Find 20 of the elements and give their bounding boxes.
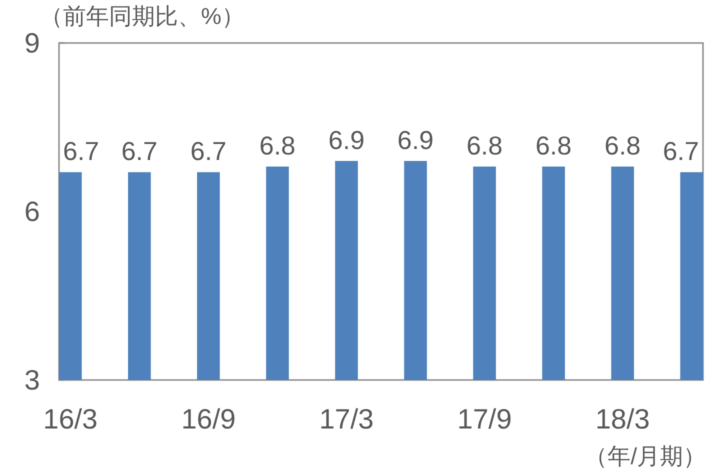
y-tick-label: 3 — [24, 364, 40, 396]
data-label: 6.7 — [63, 136, 100, 166]
data-label: 6.7 — [662, 136, 699, 166]
y-tick-label: 9 — [24, 28, 40, 58]
data-label: 6.7 — [121, 136, 158, 166]
x-axis-title: （年/月期） — [584, 443, 706, 469]
y-axis-title: （前年同期比、%） — [40, 3, 244, 29]
x-tick-label: 16/9 — [181, 404, 236, 434]
data-label: 6.7 — [190, 136, 227, 166]
x-tick-label: 16/3 — [43, 404, 98, 434]
data-label: 6.8 — [466, 130, 503, 161]
x-tick-label: 18/3 — [595, 404, 650, 434]
x-tick-label: 17/3 — [319, 404, 374, 434]
data-label: 6.9 — [328, 124, 365, 155]
x-tick-label: 17/9 — [457, 404, 512, 434]
data-label: 6.8 — [259, 130, 296, 161]
data-label: 6.8 — [604, 130, 641, 161]
data-label: 6.9 — [397, 124, 434, 155]
data-label: 6.8 — [535, 130, 572, 161]
y-tick-label: 6 — [24, 196, 40, 227]
